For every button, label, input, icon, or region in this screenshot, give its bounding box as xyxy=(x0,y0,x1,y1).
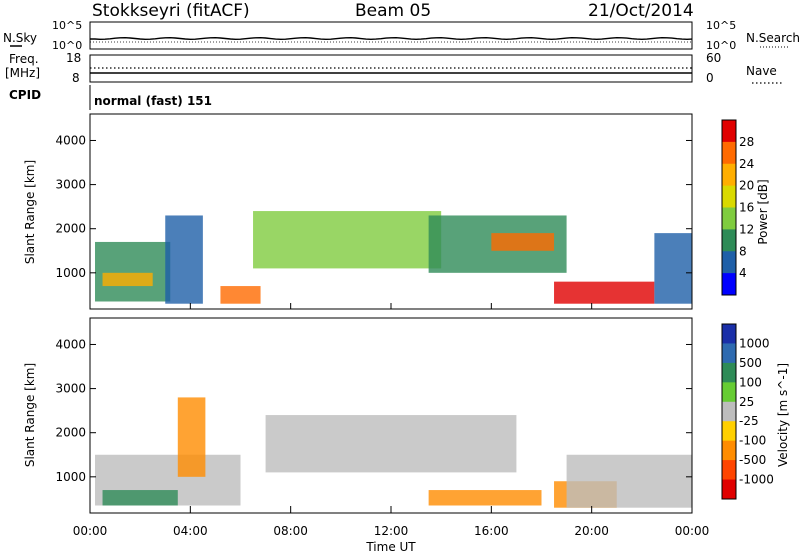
time-axis: 00:00 04:00 08:00 12:00 16:00 20:00 00:00 xyxy=(73,303,710,538)
velocity-colorbar-tick-label: 25 xyxy=(739,395,754,409)
velocity-echo-patch xyxy=(177,397,206,477)
power-colorbar-tick-label: 16 xyxy=(739,201,754,215)
velocity-colorbar-tick-label: -1000 xyxy=(739,473,774,487)
power-y-axis: 1000 2000 3000 4000 xyxy=(55,133,692,280)
velocity-colorbar-tick-label: 1000 xyxy=(739,336,770,350)
velocity-colorbar-segment xyxy=(722,440,736,461)
power-colorbar-tick-label: 4 xyxy=(739,266,747,280)
station-title: Stokkseyri (fitACF) xyxy=(92,1,250,21)
nsky-trace xyxy=(90,36,693,41)
velocity-ytick-label: 2000 xyxy=(55,426,86,440)
nsearch-label: N.Search xyxy=(746,31,800,45)
power-colorbar-segment xyxy=(722,273,736,296)
nsearch-tick-top: 10^5 xyxy=(706,19,736,32)
velocity-colorbar-segment xyxy=(722,401,736,422)
velocity-colorbar-label: Velocity [m s^-1] xyxy=(776,363,790,467)
power-ylabel: Slant Range [km] xyxy=(23,160,37,264)
x-tick-label: 16:00 xyxy=(474,524,509,538)
power-colorbar-segment xyxy=(722,229,736,252)
velocity-colorbar-tick-label: 100 xyxy=(739,375,762,389)
velocity-echo-patch xyxy=(566,454,692,508)
nsky-tick-top: 10^5 xyxy=(52,19,82,32)
velocity-ytick-label: 3000 xyxy=(55,382,86,396)
velocity-colorbar-segment xyxy=(722,382,736,403)
power-ytick-label: 1000 xyxy=(55,266,86,280)
nsearch-tick-bottom: 10^0 xyxy=(706,39,736,52)
velocity-ytick-label: 1000 xyxy=(55,470,86,484)
velocity-data-layer xyxy=(95,397,692,508)
velocity-ytick-label: 4000 xyxy=(55,337,86,351)
power-colorbar-label: Power [dB] xyxy=(756,179,770,244)
power-echo-patch xyxy=(102,272,153,287)
velocity-colorbar-segment xyxy=(722,479,736,500)
velocity-colorbar-segment xyxy=(722,460,736,481)
velocity-colorbar-segment xyxy=(722,324,736,344)
velocity-colorbar-tick-label: -100 xyxy=(739,434,766,448)
velocity-colorbar-tick-label: -500 xyxy=(739,453,766,467)
freq-unit-label: [MHz] xyxy=(5,66,40,80)
beam-title: Beam 05 xyxy=(355,1,431,21)
velocity-colorbar-frame xyxy=(721,323,737,500)
power-ytick-label: 3000 xyxy=(55,178,86,192)
power-colorbar-segment xyxy=(722,120,736,143)
velocity-colorbar-segment xyxy=(722,421,736,442)
power-colorbar-segment xyxy=(722,163,736,187)
nsky-tick-bottom: 10^0 xyxy=(52,39,82,52)
velocity-ylabel: Slant Range [km] xyxy=(23,363,37,467)
power-ytick-label: 2000 xyxy=(55,222,86,236)
power-echo-patch xyxy=(253,211,442,269)
power-echo-patch xyxy=(220,286,261,304)
nave-tick-top: 60 xyxy=(706,51,721,65)
power-ytick-label: 4000 xyxy=(55,133,86,147)
x-tick-label: 12:00 xyxy=(374,524,409,538)
velocity-colorbar: 1000 500 100 25 -25 -100 -500 -1000 xyxy=(721,323,774,500)
power-colorbar-tick-label: 12 xyxy=(739,222,754,236)
nsky-label: N.Sky xyxy=(3,31,37,45)
x-tick-label: 04:00 xyxy=(173,524,208,538)
velocity-colorbar-segment xyxy=(722,362,736,383)
power-colorbar-segment xyxy=(722,207,736,230)
velocity-echo-patch xyxy=(102,490,178,506)
power-colorbar-segment xyxy=(722,185,736,208)
power-echo-patch xyxy=(165,215,203,304)
x-tick-label: 20:00 xyxy=(574,524,609,538)
velocity-y-axis: 1000 2000 3000 4000 xyxy=(55,337,692,484)
power-echo-patch xyxy=(491,233,555,251)
power-echo-patch xyxy=(654,233,692,304)
x-tick-label: 08:00 xyxy=(273,524,308,538)
velocity-colorbar-tick-label: 500 xyxy=(739,356,762,370)
velocity-colorbar-tick-label: -25 xyxy=(739,414,759,428)
nave-tick-bottom: 0 xyxy=(706,71,714,85)
power-colorbar-segment xyxy=(722,141,736,165)
power-echo-patch xyxy=(554,281,655,304)
power-colorbar-segment xyxy=(722,251,736,274)
freq-label: Freq. xyxy=(9,52,39,66)
nsky-panel xyxy=(89,21,693,50)
velocity-colorbar-segment xyxy=(722,343,736,364)
freq-tick-bottom: 8 xyxy=(72,71,80,85)
velocity-echo-patch xyxy=(428,490,542,506)
x-tick-label: 00:00 xyxy=(73,524,108,538)
freq-tick-top: 18 xyxy=(66,51,81,65)
power-colorbar-tick-label: 24 xyxy=(739,157,754,171)
date-title: 21/Oct/2014 xyxy=(588,1,694,21)
nave-label: Nave xyxy=(746,64,777,78)
cpid-label: CPID xyxy=(9,88,41,102)
power-colorbar: 28 24 20 16 12 8 4 xyxy=(721,119,754,296)
power-echo-patch xyxy=(95,241,171,302)
velocity-echo-patch xyxy=(265,415,517,473)
x-axis-title: Time UT xyxy=(365,540,416,554)
x-tick-label: 00:00 xyxy=(675,524,710,538)
power-data-layer xyxy=(95,211,692,304)
power-colorbar-tick-label: 20 xyxy=(739,179,754,193)
cpid-text: normal (fast) 151 xyxy=(94,94,212,108)
power-colorbar-tick-label: 8 xyxy=(739,244,747,258)
power-colorbar-frame xyxy=(721,119,737,296)
power-colorbar-tick-label: 28 xyxy=(739,135,754,149)
